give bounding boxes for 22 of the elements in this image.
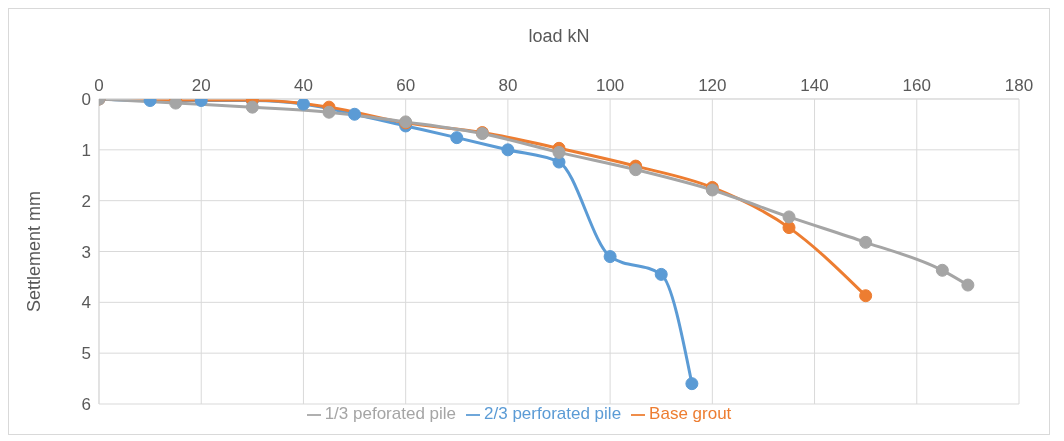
y-tick-label: 6	[81, 395, 91, 415]
x-tick-label: 20	[191, 76, 211, 95]
y-axis-title: Settlement mm	[24, 190, 45, 313]
y-tick-label: 4	[81, 293, 91, 313]
x-tick-label: 120	[698, 76, 727, 95]
x-tick-label: 140	[800, 76, 829, 95]
y-tick-label: 2	[81, 191, 91, 211]
x-tick-label: 160	[902, 76, 931, 95]
y-tick-label: 3	[81, 242, 91, 262]
legend-label: 1/3 peforated pile	[324, 404, 457, 423]
legend-label: 2/3 perforated pile	[484, 404, 622, 423]
y-tick-label: 5	[81, 344, 91, 364]
x-tick-label: 80	[498, 76, 518, 95]
legend-label: Base grout	[649, 404, 732, 423]
x-tick-label: 40	[293, 76, 313, 95]
x-axis-title: load kN	[528, 25, 590, 46]
x-tick-label: 100	[595, 76, 625, 95]
y-tick-label: 0	[81, 90, 91, 110]
x-tick-label: 60	[396, 76, 416, 95]
y-tick-label: 1	[81, 140, 91, 160]
x-tick-label: 180	[1004, 76, 1034, 95]
x-tick-label: 0	[94, 76, 104, 95]
